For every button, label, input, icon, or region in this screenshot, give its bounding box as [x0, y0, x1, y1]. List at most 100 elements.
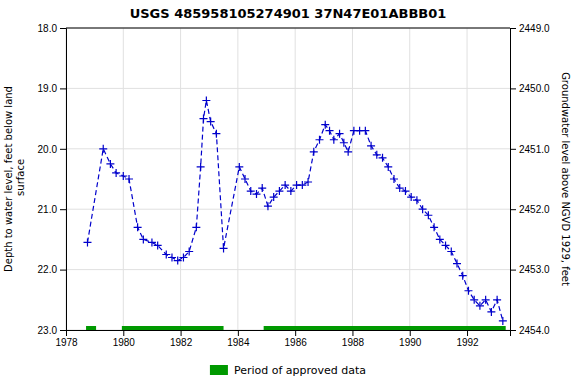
tick-label: 2451.0 — [519, 144, 550, 155]
data-layer — [83, 96, 506, 330]
grid-line-y — [66, 88, 510, 89]
title: USGS 485958105274901 37N47E01ABBB01 — [130, 6, 447, 21]
tick-mark — [467, 330, 468, 336]
point — [476, 302, 484, 310]
tick: 1982 — [170, 330, 193, 348]
tick-mark — [510, 149, 516, 150]
point — [125, 175, 133, 183]
tick: 23.0 — [38, 325, 66, 336]
tick: 1990 — [399, 330, 422, 348]
tick-label: 1988 — [342, 337, 365, 348]
tick-mark — [352, 330, 353, 336]
tick: 2453.0 — [510, 264, 550, 275]
point — [453, 260, 461, 268]
y-axis-label: Depth to water level, feet below land su… — [3, 86, 26, 272]
tick-label: 1980 — [113, 337, 136, 348]
tick-mark — [510, 88, 516, 89]
point — [430, 223, 438, 231]
point — [99, 145, 107, 153]
point — [344, 148, 352, 156]
frame-top — [66, 28, 510, 29]
point — [379, 154, 387, 162]
tick: 2450.0 — [510, 83, 550, 94]
point — [275, 187, 283, 195]
period-bar — [122, 326, 224, 330]
point — [436, 235, 444, 243]
tick: 2449.0 — [510, 23, 550, 34]
point — [264, 202, 272, 210]
point — [326, 127, 334, 135]
tick-label: 18.0 — [38, 23, 58, 34]
point — [220, 244, 228, 252]
tick-mark — [60, 28, 66, 29]
point — [212, 130, 220, 138]
grid-line-x — [467, 28, 468, 330]
tick-label: 23.0 — [38, 325, 58, 336]
grid-line-x — [352, 28, 353, 330]
point — [464, 287, 472, 295]
y2-axis: 2454.02453.02452.02451.02450.02449.0 — [510, 23, 550, 336]
tick-label: 2449.0 — [519, 23, 550, 34]
tick: 18.0 — [38, 23, 66, 34]
point — [424, 211, 432, 219]
chart: 1978198019821984198619881990199218.019.0… — [0, 0, 576, 384]
point — [361, 127, 369, 135]
tick: 21.0 — [38, 204, 66, 215]
tick: 2452.0 — [510, 204, 550, 215]
tick: 1984 — [227, 330, 250, 348]
point — [401, 187, 409, 195]
grid-line-y — [66, 28, 510, 29]
point — [470, 296, 478, 304]
tick-mark — [510, 209, 516, 210]
point — [270, 193, 278, 201]
point — [493, 296, 501, 304]
point — [106, 160, 114, 168]
grid — [66, 28, 510, 330]
point — [482, 296, 490, 304]
legend: Period of approved data — [210, 364, 366, 377]
point — [287, 187, 295, 195]
grid-line-y — [66, 269, 510, 270]
point — [139, 235, 147, 243]
tick: 2451.0 — [510, 144, 550, 155]
point — [179, 254, 187, 262]
tick-label: 1982 — [170, 337, 193, 348]
tick-label: 1992 — [456, 337, 479, 348]
x-axis: 19781980198219841986198819901992 — [55, 330, 510, 348]
point — [112, 169, 120, 177]
period-bar — [264, 326, 506, 330]
tick: 1992 — [456, 330, 479, 348]
point — [83, 238, 91, 246]
tick-mark — [238, 330, 239, 336]
tick-label: 1986 — [285, 337, 308, 348]
point — [134, 223, 142, 231]
tick-mark — [123, 330, 124, 336]
point — [336, 130, 344, 138]
period-bar — [86, 326, 96, 330]
tick-mark — [510, 270, 516, 271]
tick-label: 21.0 — [38, 204, 58, 215]
series-line — [87, 100, 502, 320]
point — [258, 184, 266, 192]
point — [499, 317, 507, 325]
grid-line-y — [66, 209, 510, 210]
point — [367, 142, 375, 150]
tick-label: 20.0 — [38, 144, 58, 155]
tick: 19.0 — [38, 83, 66, 94]
point — [304, 178, 312, 186]
tick: 1988 — [342, 330, 365, 348]
tick-mark — [60, 270, 66, 271]
tick: 1980 — [113, 330, 136, 348]
point — [185, 247, 193, 255]
tick-mark — [60, 149, 66, 150]
grid-line-x — [409, 28, 410, 330]
grid-line-x — [295, 28, 296, 330]
point — [207, 118, 215, 126]
y2-axis-label: Groundwater level above NGVD 1929, feet — [560, 72, 571, 286]
point — [442, 241, 450, 249]
point — [252, 190, 260, 198]
point — [192, 223, 200, 231]
point — [241, 175, 249, 183]
point — [330, 136, 338, 144]
tick: 22.0 — [38, 264, 66, 275]
